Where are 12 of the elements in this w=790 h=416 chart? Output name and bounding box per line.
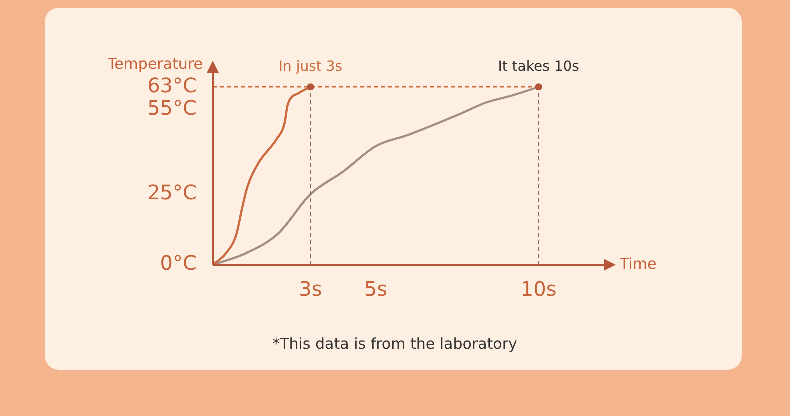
x-tick-label: 3s [299, 277, 322, 302]
y-tick-label: 63°C [148, 73, 197, 98]
x-axis-title: Time [619, 254, 657, 273]
y-tick-label: 0°C [160, 251, 197, 276]
y-tick-label: 25°C [148, 180, 197, 205]
x-tick-label: 10s [520, 277, 557, 302]
x-tick-label: 5s [364, 277, 388, 302]
y-tick-label: 55°C [148, 96, 197, 120]
annotation: It takes 10s [498, 58, 580, 75]
text: *This data is from the laboratory [272, 334, 518, 353]
y-axis-title: Temperature [106, 54, 203, 73]
annotation: In just 3s [278, 58, 343, 75]
